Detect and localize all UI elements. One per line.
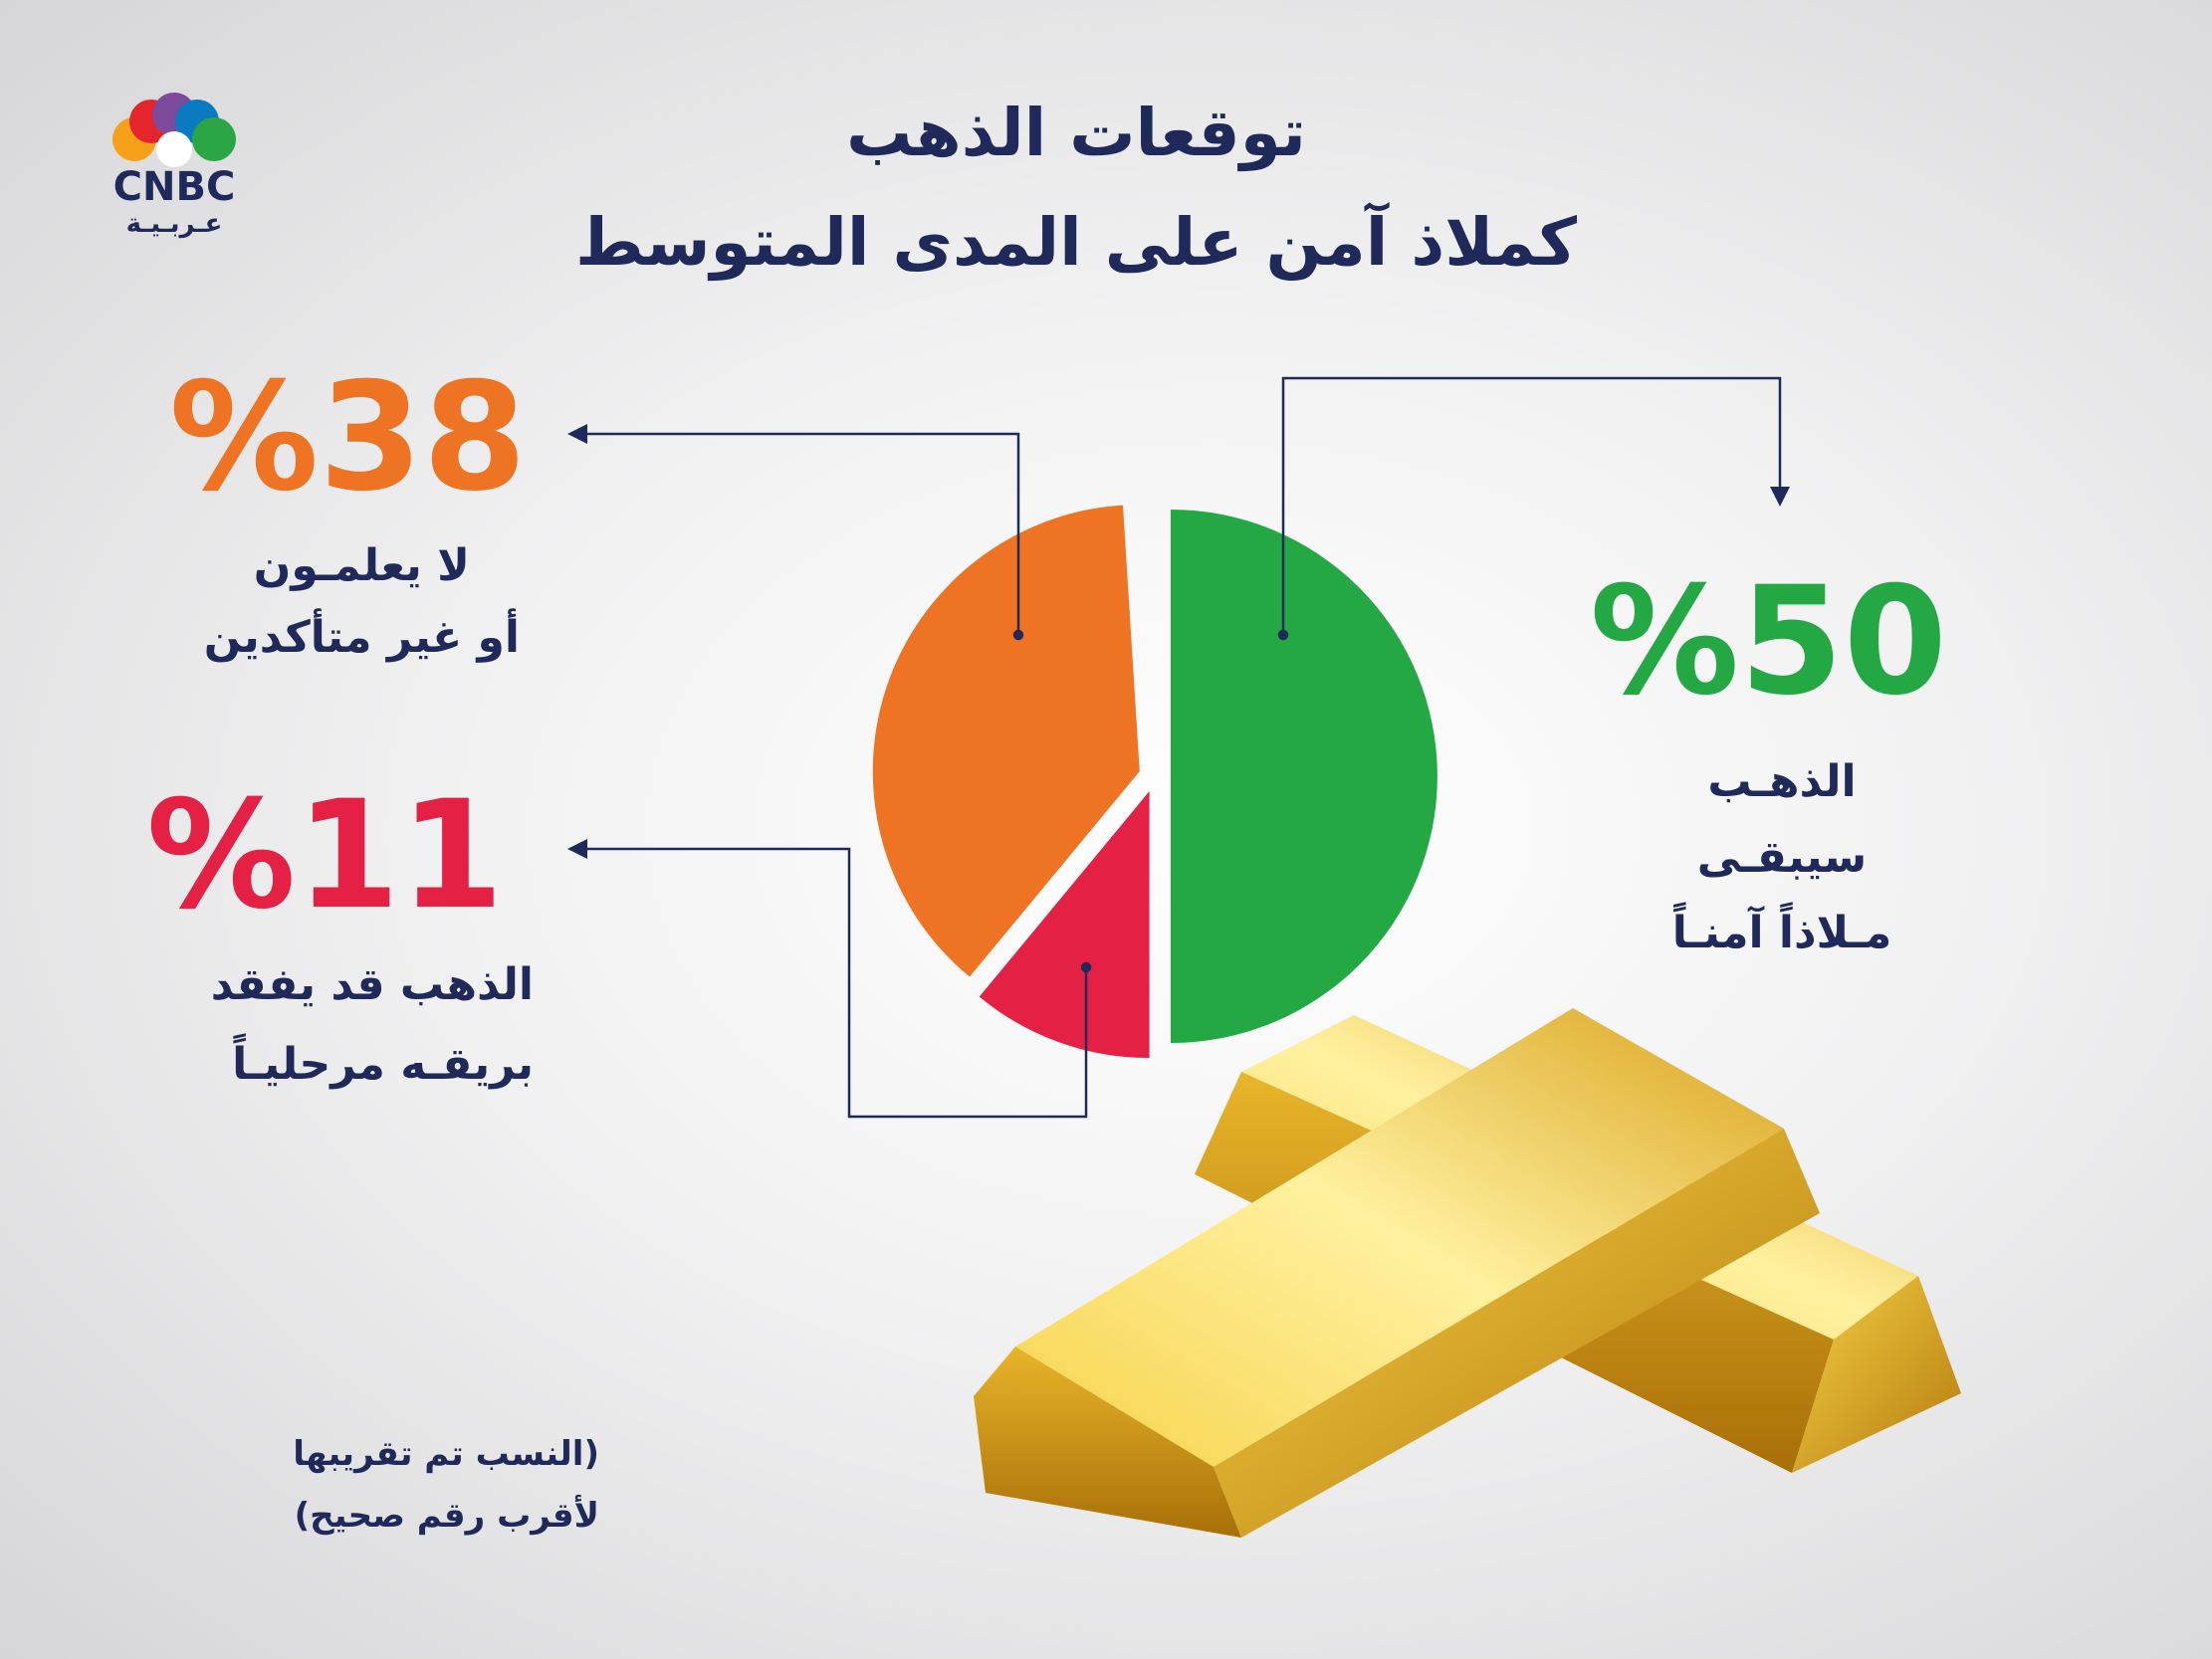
category-label: لا يعلمـون أو غير متأكدين [203,540,520,663]
category-label: الذهـب سيبقـى مـلاذاً آمنـاً [1671,756,1892,958]
logo-subtitle: عـربـيـة [125,209,223,239]
gold-bars [974,1008,1961,1538]
logo-peacock [112,93,236,167]
pie-slice [979,791,1150,1059]
value-label: %50 [1589,555,1947,728]
subtitle: كملاذ آمن على المدى المتوسط [574,204,1578,281]
pie-slice [872,505,1140,977]
value-label: %11 [145,769,504,942]
category-label: الذهب قد يفقد بريقـه مرحليـاً [210,959,534,1090]
pie-slice [1171,510,1438,1043]
title: توقعات الذهب [846,95,1306,171]
footnote: (النسب تم تقريبها لأقرب رقم صحيح) [293,1434,599,1536]
logo-text: CNBC [112,164,236,210]
leader-lines [567,376,1790,1119]
value-label: %38 [168,351,527,524]
